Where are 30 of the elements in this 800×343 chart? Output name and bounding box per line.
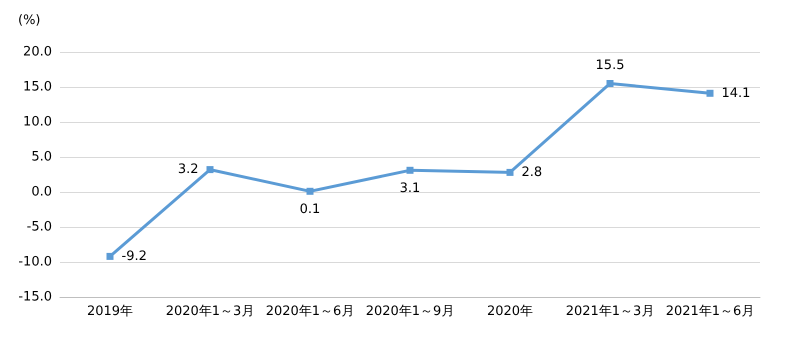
point xyxy=(206,166,214,174)
y-tick-label: 20.0 xyxy=(23,44,52,60)
point xyxy=(506,168,514,176)
x-tick-label: 2020年1～9月 xyxy=(366,304,454,319)
data-label: 14.1 xyxy=(722,86,750,101)
point xyxy=(606,80,614,87)
x-tick-label: 2019年 xyxy=(86,304,134,319)
point xyxy=(406,166,414,174)
x-tick-label: 2021年1～6月 xyxy=(666,304,754,319)
data-label: 3.2 xyxy=(178,162,198,178)
y-tick-label: 5.0 xyxy=(31,150,52,164)
x-tick-label: 2020年1～6月 xyxy=(266,304,354,319)
y-tick-label: 10.0 xyxy=(23,114,52,130)
point xyxy=(106,252,114,260)
point xyxy=(706,90,714,97)
x-tick-label: 2021年1～3月 xyxy=(566,304,654,319)
y-tick-label: 0.0 xyxy=(31,184,52,200)
data-label: -9.2 xyxy=(122,248,147,264)
data-label: 0.1 xyxy=(300,202,320,217)
x-tick-label: 2020年1～3月 xyxy=(166,304,254,319)
y-tick-label: -10.0 xyxy=(18,254,52,270)
data-label: 15.5 xyxy=(596,58,624,73)
data-label: 3.1 xyxy=(400,180,420,196)
y-axis-title: (%) xyxy=(18,13,40,28)
y-tick-label: -5.0 xyxy=(26,220,52,234)
x-tick-label: 2020年 xyxy=(486,304,534,319)
point xyxy=(306,188,314,195)
y-tick-label: 15.0 xyxy=(23,80,52,94)
y-tick-label: -15.0 xyxy=(18,290,52,304)
data-label: 2.8 xyxy=(522,164,542,180)
